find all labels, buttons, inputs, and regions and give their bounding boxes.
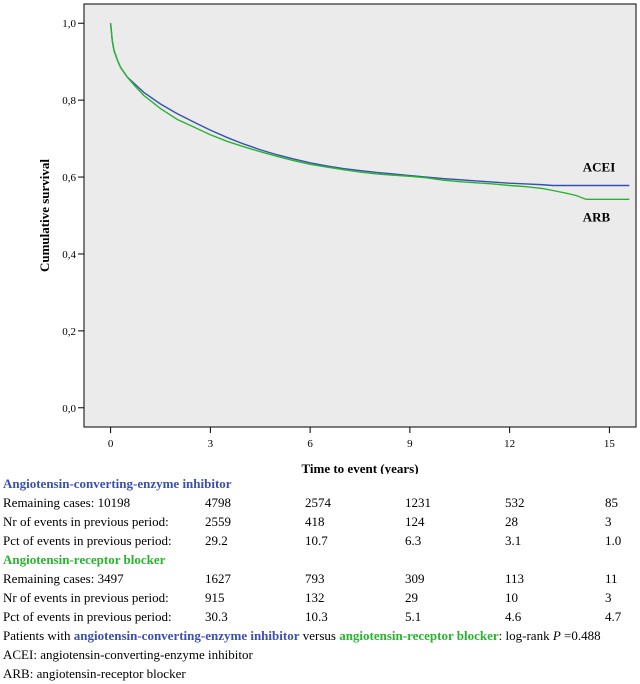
x-tick-label: 12	[504, 438, 515, 450]
footnote-text: Patients with	[3, 628, 74, 643]
table-cell: 309	[405, 571, 425, 586]
arb-table-header: Angiotensin-receptor blocker	[0, 550, 640, 569]
arb-survival-curve	[109, 23, 630, 201]
table-cell: 2559	[205, 514, 231, 529]
table-cell: 418	[305, 514, 325, 529]
table-cell: 1231	[405, 495, 431, 510]
table-cell: 5.1	[405, 609, 422, 624]
table-cell: Pct of events in previous period:	[3, 609, 172, 624]
acei-events-row: Nr of events in previous period: 2559 41…	[0, 512, 640, 531]
arb-events-row: Nr of events in previous period: 915 132…	[0, 588, 640, 607]
table-cell: 30.3	[205, 609, 228, 624]
table-cell: 132	[305, 590, 325, 605]
y-tick-label: 0,8	[62, 95, 76, 107]
table-cell: Remaining cases: 3497	[3, 571, 124, 586]
plot-area	[83, 3, 637, 428]
table-cell: Remaining cases: 10198	[3, 495, 131, 510]
logrank-note: Patients with angiotensin-converting-enz…	[0, 626, 640, 645]
table-cell: 10.7	[305, 533, 328, 548]
table-cell: 915	[205, 590, 225, 605]
x-tick-label: 6	[307, 438, 313, 450]
table-cell: 2574	[305, 495, 331, 510]
table-cell: 4.6	[505, 609, 522, 624]
acei-remaining-row: Remaining cases: 10198 4798 2574 1231 53…	[0, 493, 640, 512]
arb-pct-row: Pct of events in previous period: 30.3 1…	[0, 607, 640, 626]
table-cell: 113	[505, 571, 525, 586]
acei-abbreviation: ACEI: angiotensin-converting-enzyme inhi…	[3, 647, 253, 662]
footnote-p: P	[552, 628, 561, 643]
y-tick-label: 0,6	[62, 172, 76, 184]
footnote-value: =0.488	[560, 628, 601, 643]
table-cell: 85	[605, 495, 618, 510]
x-tick-label: 9	[407, 438, 413, 450]
table-cell: 1627	[205, 571, 231, 586]
x-tick-label: 0	[108, 438, 114, 450]
table-cell: 124	[405, 514, 425, 529]
x-tick-label: 15	[604, 438, 616, 450]
x-tick-label: 3	[208, 438, 214, 450]
table-cell: 793	[305, 571, 325, 586]
table-cell: 3	[605, 590, 612, 605]
acei-survival-curve	[109, 23, 630, 187]
footnote-text: versus	[299, 628, 340, 643]
y-tick-label: 0,2	[62, 326, 76, 338]
y-axis-label: Cumulative survival	[37, 159, 52, 272]
arb-header-label: Angiotensin-receptor blocker	[3, 552, 166, 567]
risk-table: Angiotensin-converting-enzyme inhibitor …	[0, 474, 640, 683]
acei-table-header: Angiotensin-converting-enzyme inhibitor	[0, 474, 640, 493]
footnote-arb: angiotensin-receptor blocker	[339, 628, 499, 643]
table-cell: 3.1	[505, 533, 522, 548]
footnote-text: : log-rank	[498, 628, 553, 643]
table-cell: 3	[605, 514, 612, 529]
table-cell: 532	[505, 495, 525, 510]
survival-chart: 0,0 0,2 0,4 0,6 0,8 1,0 0 3 6 9 12 15 Time to event …	[37, 3, 637, 474]
acei-curve-label: ACEI	[583, 160, 616, 175]
table-cell: 1.0	[605, 533, 622, 548]
x-axis-label: Time to event (years)	[301, 461, 418, 474]
acei-pct-row: Pct of events in previous period: 29.2 1…	[0, 531, 640, 550]
table-cell: Pct of events in previous period:	[3, 533, 172, 548]
table-cell: 28	[505, 514, 518, 529]
table-cell: Nr of events in previous period:	[3, 590, 169, 605]
footnote-acei: angiotensin-converting-enzyme inhibitor	[73, 628, 300, 643]
table-cell: 6.3	[405, 533, 422, 548]
table-cell: Nr of events in previous period:	[3, 514, 169, 529]
table-cell: 10.3	[305, 609, 328, 624]
table-cell: 4798	[205, 495, 231, 510]
table-cell: 10	[505, 590, 518, 605]
y-tick-label: 1,0	[62, 18, 76, 30]
y-tick-label: 0,0	[62, 403, 76, 415]
acei-header-label: Angiotensin-converting-enzyme inhibitor	[3, 476, 232, 491]
table-cell: 4.7	[605, 609, 622, 624]
y-tick-label: 0,4	[62, 249, 76, 261]
arb-remaining-row: Remaining cases: 3497 1627 793 309 113 1…	[0, 569, 640, 588]
arb-abbreviation: ARB: angiotensin-receptor blocker	[3, 666, 186, 681]
arb-curve-label: ARB	[583, 209, 611, 224]
table-cell: 29	[405, 590, 418, 605]
table-cell: 11	[605, 571, 618, 586]
table-cell: 29.2	[205, 533, 228, 548]
